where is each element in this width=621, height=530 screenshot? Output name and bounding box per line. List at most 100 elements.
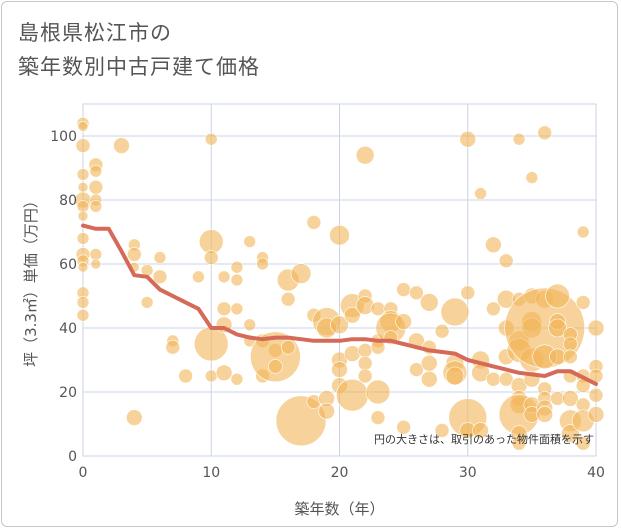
data-point xyxy=(331,361,348,378)
data-point xyxy=(445,366,465,386)
data-point xyxy=(76,308,90,322)
data-point xyxy=(204,369,218,383)
data-point xyxy=(498,371,514,387)
y-tick-label: 0 xyxy=(68,449,77,465)
data-point xyxy=(113,137,130,154)
data-point xyxy=(76,200,90,213)
x-tick-label: 20 xyxy=(331,465,349,481)
title-line-2: 築年数別中古戸建て価格 xyxy=(18,55,260,79)
data-point xyxy=(562,390,579,407)
data-point xyxy=(575,295,591,310)
tick-labels: 0 20 40 60 80 100 0 10 20 30 40 xyxy=(50,129,605,481)
data-point xyxy=(459,130,477,148)
data-point xyxy=(89,248,103,261)
data-point xyxy=(76,168,90,181)
data-point xyxy=(419,293,439,312)
y-tick-label: 100 xyxy=(50,129,77,145)
data-point xyxy=(498,253,514,269)
data-point xyxy=(370,410,386,425)
data-point xyxy=(587,319,605,337)
title-line-1: 島根県松江市の xyxy=(18,21,172,45)
data-point xyxy=(344,345,361,362)
data-point xyxy=(460,285,476,301)
data-point xyxy=(440,297,470,327)
data-point xyxy=(587,406,605,423)
data-point xyxy=(280,339,296,355)
data-point xyxy=(192,270,205,284)
bubble-series xyxy=(74,116,605,451)
data-point xyxy=(329,224,350,246)
data-point xyxy=(357,343,373,358)
data-point xyxy=(318,402,335,420)
bubble-size-note: 円の大きさは、取引のあった物件面積を示す xyxy=(374,432,594,446)
y-axis-label: 坪（3.3㎡）単価（万円） xyxy=(22,193,40,367)
data-point xyxy=(357,368,373,384)
data-point xyxy=(409,362,424,377)
data-point xyxy=(548,318,567,338)
data-point xyxy=(76,232,90,245)
data-point xyxy=(434,323,450,339)
data-point xyxy=(243,318,257,332)
data-point xyxy=(306,215,322,230)
data-point xyxy=(357,355,373,371)
data-point xyxy=(77,121,89,132)
data-point xyxy=(525,171,539,184)
data-point xyxy=(203,250,219,265)
y-tick-label: 40 xyxy=(59,321,77,337)
x-tick-label: 10 xyxy=(202,465,220,481)
data-point xyxy=(230,302,244,316)
x-axis-label: 築年数（年） xyxy=(294,500,384,518)
data-point xyxy=(88,179,104,195)
data-point xyxy=(485,236,502,254)
data-point xyxy=(280,291,296,307)
data-point xyxy=(230,273,244,287)
data-point xyxy=(178,368,193,384)
data-point xyxy=(344,306,361,324)
data-point xyxy=(77,210,89,222)
data-point xyxy=(215,364,233,382)
data-point xyxy=(512,132,526,146)
data-point xyxy=(77,181,89,193)
data-point xyxy=(75,138,91,153)
data-point xyxy=(165,339,181,355)
data-point xyxy=(474,187,487,200)
data-point xyxy=(230,260,244,274)
data-point xyxy=(89,200,103,213)
data-point xyxy=(563,336,578,352)
data-point xyxy=(420,354,438,372)
data-point xyxy=(198,229,224,254)
y-tick-label: 80 xyxy=(59,193,77,209)
data-point xyxy=(336,378,369,412)
trend-line xyxy=(81,223,598,386)
data-point xyxy=(536,406,554,423)
trend-line-group xyxy=(81,223,598,386)
data-point xyxy=(545,283,570,309)
data-point xyxy=(89,164,103,178)
data-point xyxy=(396,419,411,435)
y-tick-label: 60 xyxy=(59,257,77,273)
x-tick-label: 0 xyxy=(79,465,88,481)
data-point xyxy=(472,422,489,439)
data-point xyxy=(561,424,580,443)
data-point xyxy=(537,125,553,141)
grid-lines xyxy=(82,103,597,457)
data-point xyxy=(355,145,375,165)
data-point xyxy=(217,270,231,284)
data-point xyxy=(216,301,232,317)
data-point xyxy=(256,257,269,271)
data-point xyxy=(140,296,154,309)
data-point xyxy=(365,379,391,405)
data-point xyxy=(434,423,450,438)
data-point xyxy=(420,370,438,388)
data-point xyxy=(576,225,590,239)
data-point xyxy=(511,435,527,451)
data-point xyxy=(330,315,349,335)
data-point xyxy=(588,387,604,403)
data-point xyxy=(77,261,89,273)
data-point xyxy=(204,132,218,146)
data-point xyxy=(395,313,412,330)
x-tick-label: 40 xyxy=(587,465,605,481)
data-point xyxy=(153,251,167,264)
data-point xyxy=(126,409,143,426)
data-point xyxy=(290,263,312,284)
